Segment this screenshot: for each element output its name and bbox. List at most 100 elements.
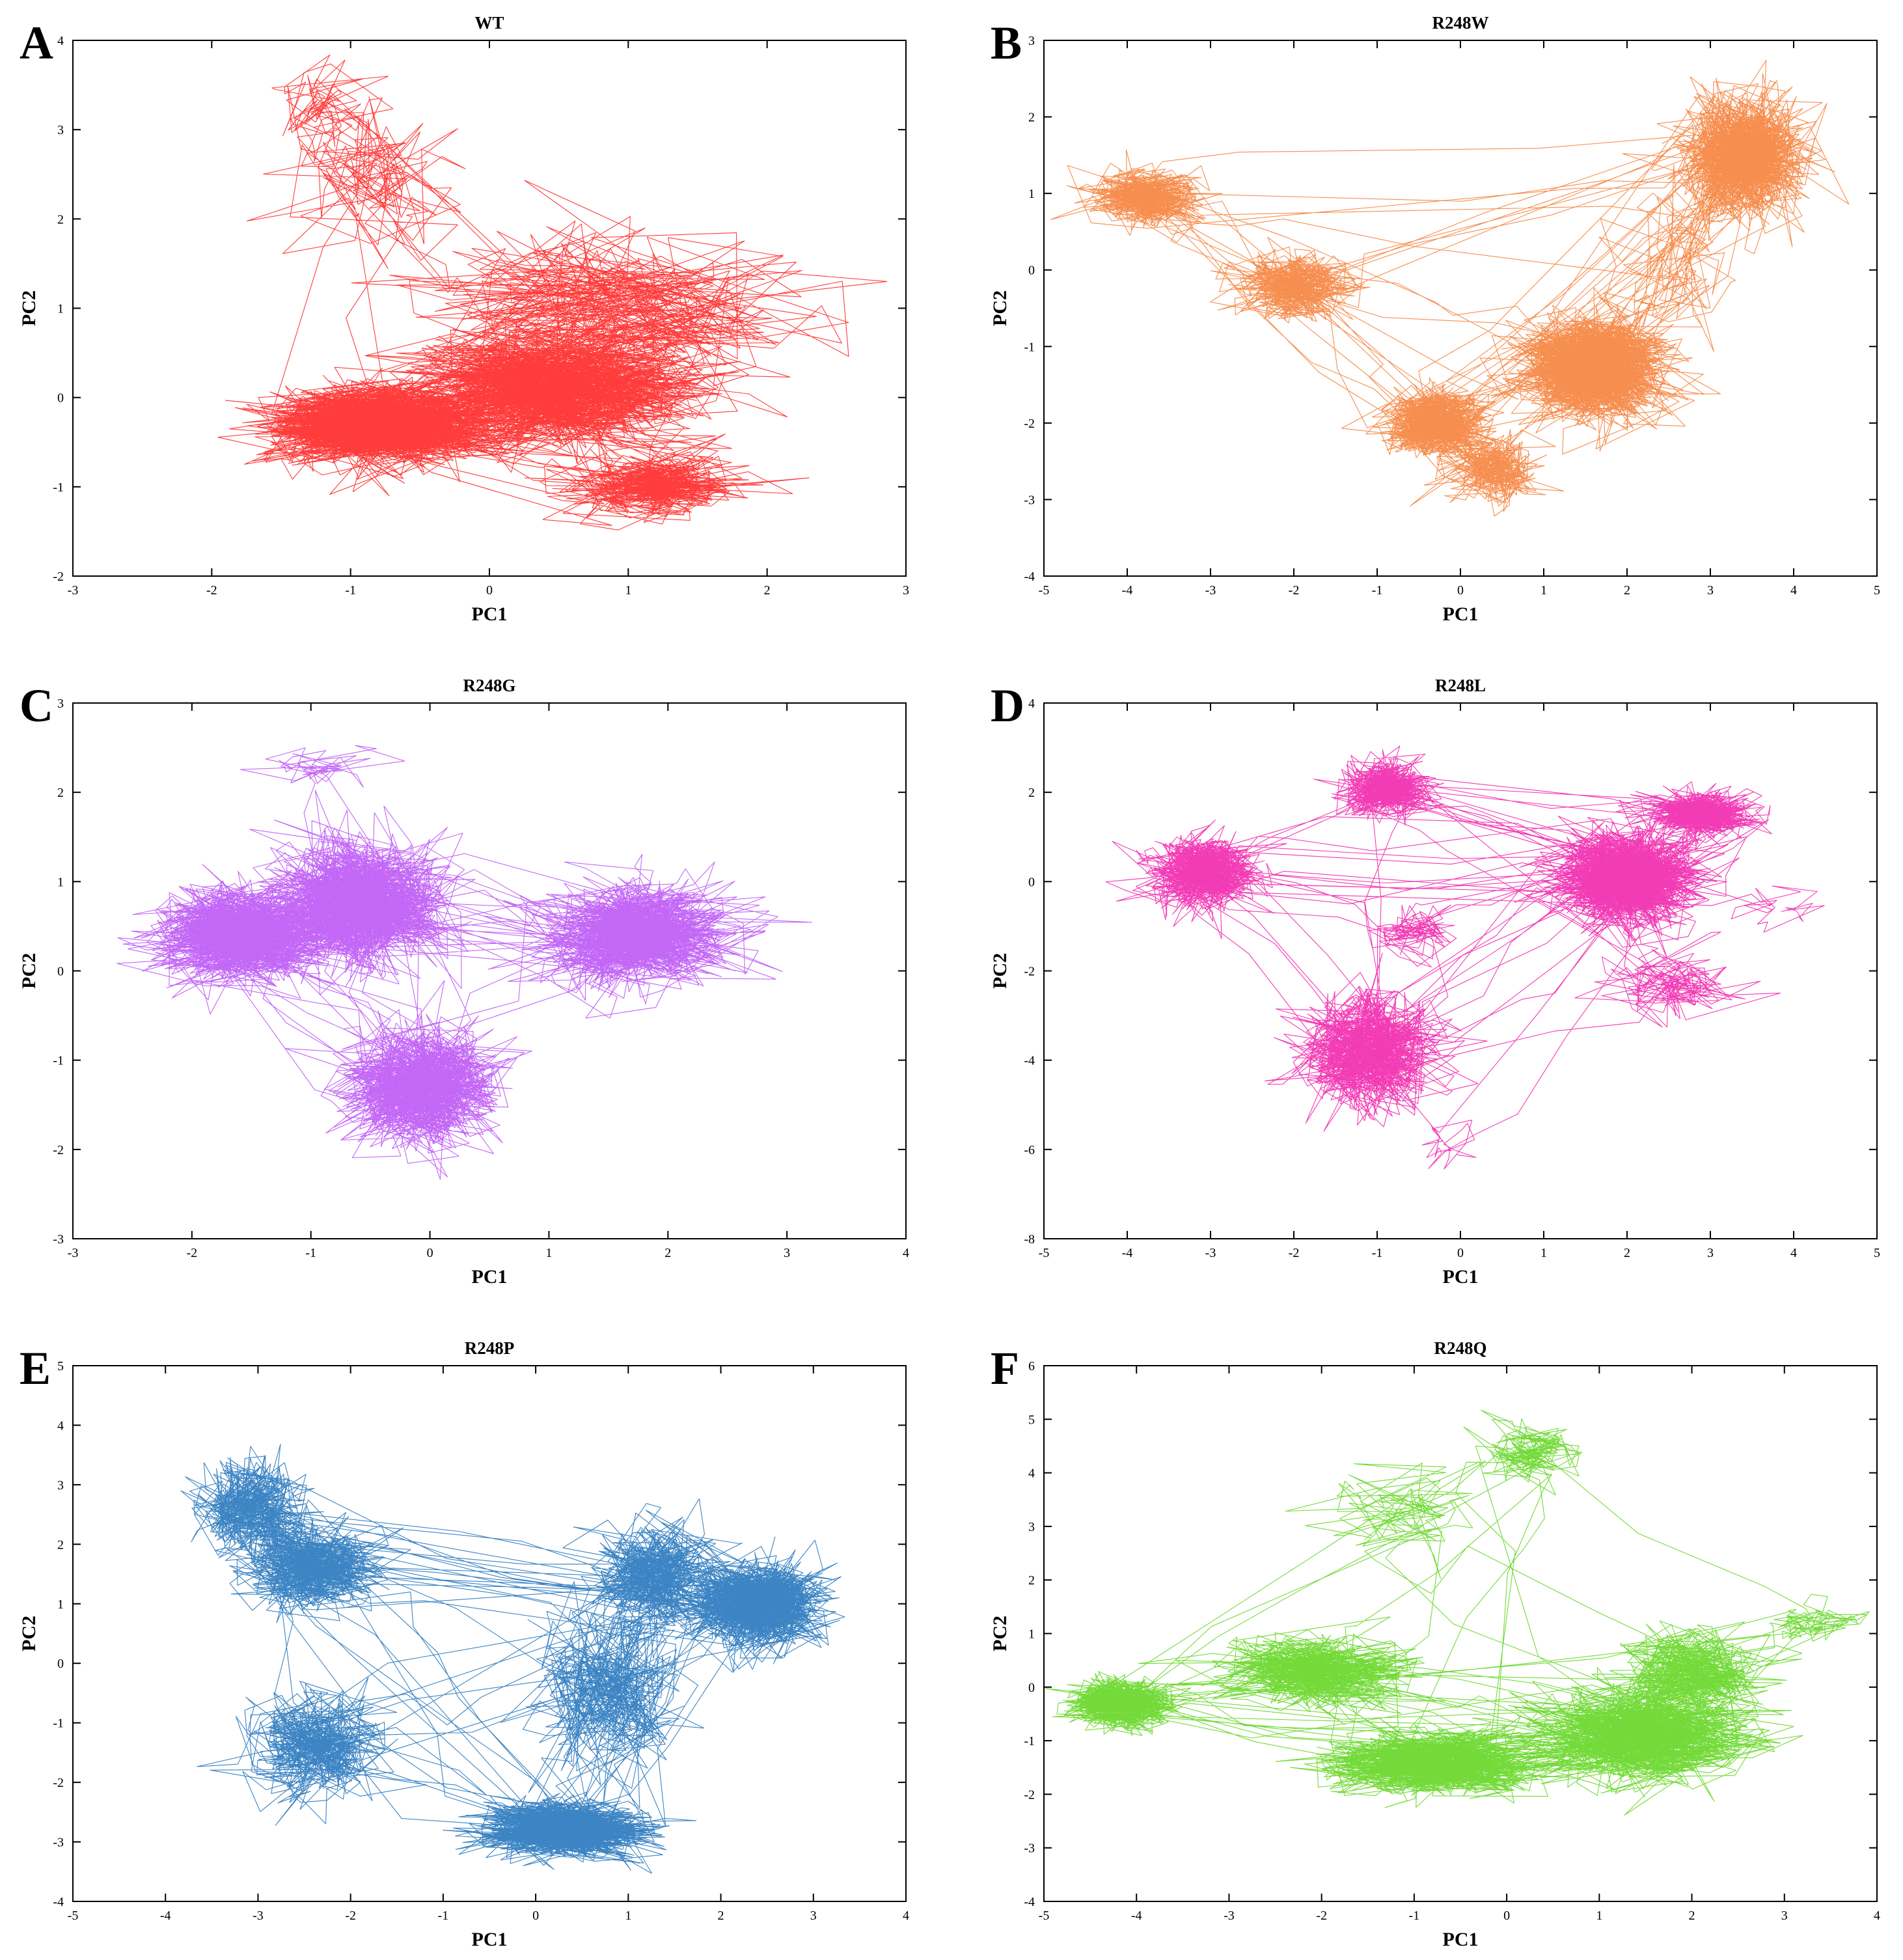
y-axis-label: PC2 [18,290,40,326]
y-tick-label: 1 [1028,1627,1035,1642]
y-tick-label: 2 [1028,1573,1035,1588]
x-tick-label: 3 [903,583,909,598]
y-tick-label: -2 [1024,417,1035,431]
y-tick-label: -2 [1024,1787,1035,1802]
x-tick-label: 4 [1874,1909,1880,1923]
x-tick-label: -3 [68,583,79,598]
x-tick-label: -1 [438,1909,449,1923]
x-tick-label: 1 [1596,1909,1602,1923]
panel-b: -5 -4 -3 -2 -1 0 1 2 3 4 5 -4 -3 -2 -1 0 1 2 3 R248W PC1 PC2 B [989,13,1880,625]
y-tick-label: 4 [1028,1467,1035,1481]
y-tick-label: -1 [1024,340,1035,354]
x-tick-label: 3 [1707,583,1714,598]
y-tick-label: -2 [53,570,64,584]
y-axis-label: PC2 [18,953,40,989]
x-tick-label: -4 [1122,583,1133,598]
y-tick-label: -6 [1024,1143,1035,1157]
y-tick-label: 0 [1028,1681,1035,1695]
chart-title: R248L [1435,676,1486,695]
x-tick-label: 0 [486,583,493,598]
x-tick-label: 1 [625,1909,631,1923]
panel-letter: A [20,17,53,69]
panel-letter: C [20,680,53,732]
y-tick-label: -4 [1024,1054,1035,1068]
trajectory-line-a [217,54,888,531]
x-tick-label: -1 [305,1246,316,1260]
plot-frame [1043,1365,1878,1902]
y-tick-label: 0 [57,965,64,979]
x-tick-label: -1 [1372,583,1383,598]
x-tick-label: -1 [1409,1909,1420,1923]
x-tick-label: 3 [810,1909,817,1923]
x-tick-label: -3 [253,1909,264,1923]
panel-e: -5 -4 -3 -2 -1 0 1 2 3 4 -4 -3 -2 -1 0 1 2 3 4 5 R248P PC1 PC2… [18,1338,909,1950]
y-tick-label: -3 [53,1232,64,1247]
x-tick-label: 4 [1790,1246,1797,1260]
chart-title: R248Q [1434,1338,1487,1358]
x-axis-label: PC1 [1443,1929,1479,1950]
x-tick-label: 2 [718,1909,724,1923]
y-tick-label: -2 [53,1776,64,1790]
y-tick-label: -4 [1024,570,1035,584]
y-tick-label: 4 [57,1418,64,1433]
trajectory-line-d [1105,745,1825,1170]
x-tick-label: -1 [345,583,356,598]
plot-frame [72,40,907,577]
trajectory-line-e [180,1444,845,1874]
x-tick-label: 1 [625,583,631,598]
x-tick-label: 0 [532,1909,539,1923]
panel-f: -5 -4 -3 -2 -1 0 1 2 3 4 -4 -3 -2 -1 0 1 2 3 4 5 6 R248Q PC1 PC… [989,1338,1880,1950]
x-tick-label: 3 [1707,1246,1714,1260]
panel-letter: D [991,680,1024,732]
plot-frame [1043,702,1878,1239]
x-tick-label: -4 [1122,1246,1133,1260]
chart-title: WT [474,13,504,33]
x-tick-label: -4 [1131,1909,1142,1923]
x-axis-label: PC1 [1443,1266,1479,1288]
y-tick-label: 0 [1028,264,1035,278]
x-tick-label: 5 [1874,1246,1880,1260]
y-tick-label: 1 [1028,187,1035,201]
x-axis-label: PC1 [472,1266,508,1288]
y-tick-label: -1 [53,1054,64,1068]
panel-letter: B [991,17,1022,69]
y-tick-label: 1 [57,875,64,889]
x-tick-label: -2 [1289,583,1300,598]
y-tick-label: 2 [57,1538,64,1552]
y-tick-label: 0 [1028,875,1035,889]
y-axis-label: PC2 [18,1616,40,1651]
x-tick-label: -3 [68,1246,79,1260]
x-tick-label: 2 [1689,1909,1695,1923]
panel-c: -3 -2 -1 0 1 2 3 4 -3 -2 -1 0 1 2 3 R248G PC1 PC2 C [18,676,909,1288]
x-axis-label: PC1 [472,1929,508,1950]
y-tick-label: -1 [53,1717,64,1731]
y-tick-label: 3 [57,123,64,137]
x-tick-label: -1 [1372,1246,1383,1260]
x-tick-label: 4 [903,1246,909,1260]
x-tick-label: -5 [68,1909,79,1923]
x-tick-label: -2 [345,1909,356,1923]
y-tick-label: 2 [1028,111,1035,125]
x-tick-label: 2 [1624,1246,1630,1260]
x-tick-label: -2 [187,1246,198,1260]
chart-title: R248P [465,1338,515,1358]
y-tick-label: 4 [1028,697,1035,711]
chart-title: R248G [463,676,516,695]
y-tick-label: 2 [57,212,64,227]
trajectory-line-f [1045,1409,1870,1816]
y-tick-label: 5 [57,1359,64,1373]
x-tick-label: -4 [160,1909,171,1923]
x-tick-label: -5 [1039,583,1050,598]
y-tick-label: 3 [57,697,64,711]
x-tick-label: 4 [903,1909,909,1923]
x-tick-label: 2 [664,1246,671,1260]
y-tick-label: 0 [57,391,64,406]
x-tick-label: -3 [1224,1909,1235,1923]
x-tick-label: 0 [1503,1909,1510,1923]
panel-letter: E [20,1342,51,1394]
y-tick-label: 4 [57,34,64,48]
x-tick-label: 4 [1790,583,1797,598]
x-tick-label: -3 [1205,1246,1216,1260]
